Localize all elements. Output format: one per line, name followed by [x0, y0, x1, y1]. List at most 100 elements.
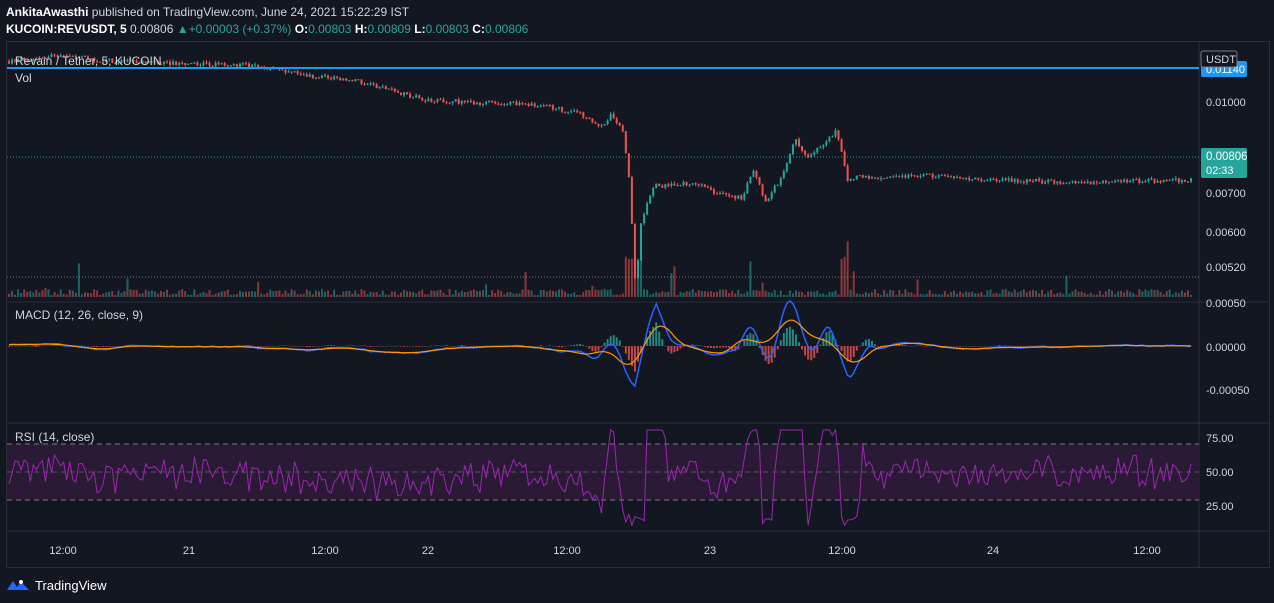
volume-bar [767, 292, 770, 297]
volume-bar [731, 290, 734, 297]
volume-bar [293, 290, 296, 297]
macd-histogram-bar [102, 346, 105, 347]
macd-histogram-bar [910, 345, 913, 347]
volume-bar [849, 289, 852, 297]
candle-body [968, 177, 971, 180]
macd-histogram-bar [254, 346, 257, 347]
volume-bar [1092, 294, 1095, 297]
volume-bar [357, 294, 360, 297]
macd-histogram-bar [421, 346, 424, 347]
volume-bar [150, 290, 153, 297]
time-tick-label: 12:00 [311, 545, 339, 557]
time-axis[interactable]: 12:00 21 12:00 22 12:00 23 12:00 24 12:00 [49, 545, 1161, 557]
volume-bar [415, 293, 418, 297]
macd-histogram-bar [828, 330, 831, 346]
volume-bar [50, 294, 53, 297]
currency-badge[interactable] [1200, 50, 1238, 68]
chart-canvas[interactable]: Revain / Tether, 5, KUCOIN Vol MACD (12,… [7, 42, 1269, 567]
volume-bar [281, 293, 284, 297]
author-name[interactable]: AnkitaAwasthi [6, 5, 89, 19]
volume-bar [409, 291, 412, 297]
candle-body [551, 105, 554, 110]
macd-histogram-bar [627, 346, 630, 360]
macd-histogram-bar [59, 345, 62, 346]
volume-bar [582, 292, 585, 297]
candle-body [433, 101, 436, 103]
candle-body [770, 192, 773, 199]
candle-body [1022, 181, 1025, 183]
macd-histogram-bar [904, 345, 907, 346]
macd-histogram-bar [743, 340, 746, 346]
candle-body [943, 174, 946, 176]
candle-body [561, 107, 564, 112]
candle-body [153, 61, 156, 63]
price-axis[interactable]: 0.01000 0.00700 0.00600 0.00520 0.00050 0.000… [1206, 97, 1249, 513]
volume-bar [895, 294, 898, 297]
macd-histogram-bar [949, 346, 952, 347]
candle-body [1138, 179, 1141, 183]
volume-bar [728, 292, 731, 297]
candle-body [928, 173, 931, 175]
volume-bar [68, 289, 71, 297]
chart-frame[interactable]: Revain / Tether, 5, KUCOIN Vol MACD (12,… [6, 41, 1270, 568]
volume-bar [232, 294, 235, 297]
volume-bar [156, 293, 159, 297]
candle-body [29, 60, 32, 62]
volume-bar [867, 293, 870, 297]
volume-bar [159, 290, 162, 297]
volume-bar [302, 293, 305, 297]
macd-histogram-bar [861, 342, 864, 346]
volume-bar [551, 290, 554, 297]
candle-body [232, 64, 235, 66]
macd-histogram-bar [384, 346, 387, 347]
candle-body [357, 79, 360, 81]
volume-bar [542, 289, 545, 297]
volume-bar [330, 294, 333, 297]
volume-bar [208, 290, 211, 297]
volume-bar [949, 291, 952, 297]
candle-body [594, 122, 597, 124]
time-tick-label: 24 [987, 545, 999, 557]
brand-name[interactable]: TradingView [35, 577, 107, 593]
volume-bar [679, 291, 682, 297]
candle-body [889, 176, 892, 178]
macd-line [8, 299, 1192, 388]
volume-bar [324, 291, 327, 297]
candle-body [305, 74, 308, 77]
macd-histogram-bar [649, 330, 652, 346]
volume-bar [62, 293, 65, 297]
volume-bar [65, 294, 68, 297]
volume-bar [1098, 290, 1101, 297]
candle-body [1007, 178, 1010, 181]
volume-bar [737, 289, 740, 297]
ohlc-legend: KUCOIN:REVUSDT, 5 0.00806 ▲+0.00003 (+0.… [6, 22, 528, 36]
volume-bar [196, 294, 199, 297]
volume-bar [254, 291, 257, 297]
candle-body [804, 150, 807, 155]
macd-histogram-bar [251, 345, 254, 347]
volume-bar [606, 290, 609, 297]
candle-body [685, 182, 688, 186]
volume-bar [123, 291, 126, 297]
candle-body [333, 76, 336, 80]
volume-bar [229, 294, 232, 297]
macd-histogram-bar [302, 346, 305, 347]
macd-histogram-bar [99, 346, 102, 347]
volume-bar [1007, 291, 1010, 297]
macd-histogram-bar [44, 345, 47, 346]
tradingview-logo-icon[interactable] [6, 578, 30, 592]
volume-bar [497, 289, 500, 297]
macd-histogram-bar [618, 340, 621, 346]
macd-histogram-bar [624, 346, 627, 354]
volume-bar [794, 290, 797, 297]
macd-histogram-bar [952, 346, 955, 347]
volume-bar [1174, 292, 1177, 297]
macd-histogram-bar [597, 346, 600, 351]
candle-body [931, 174, 934, 178]
volume-bar [840, 258, 843, 297]
candle-body [38, 57, 41, 60]
macd-histogram-bar [448, 346, 451, 347]
volume-bar [1150, 289, 1153, 297]
time-tick-label: 22 [422, 545, 434, 557]
volume-bar [630, 258, 633, 297]
